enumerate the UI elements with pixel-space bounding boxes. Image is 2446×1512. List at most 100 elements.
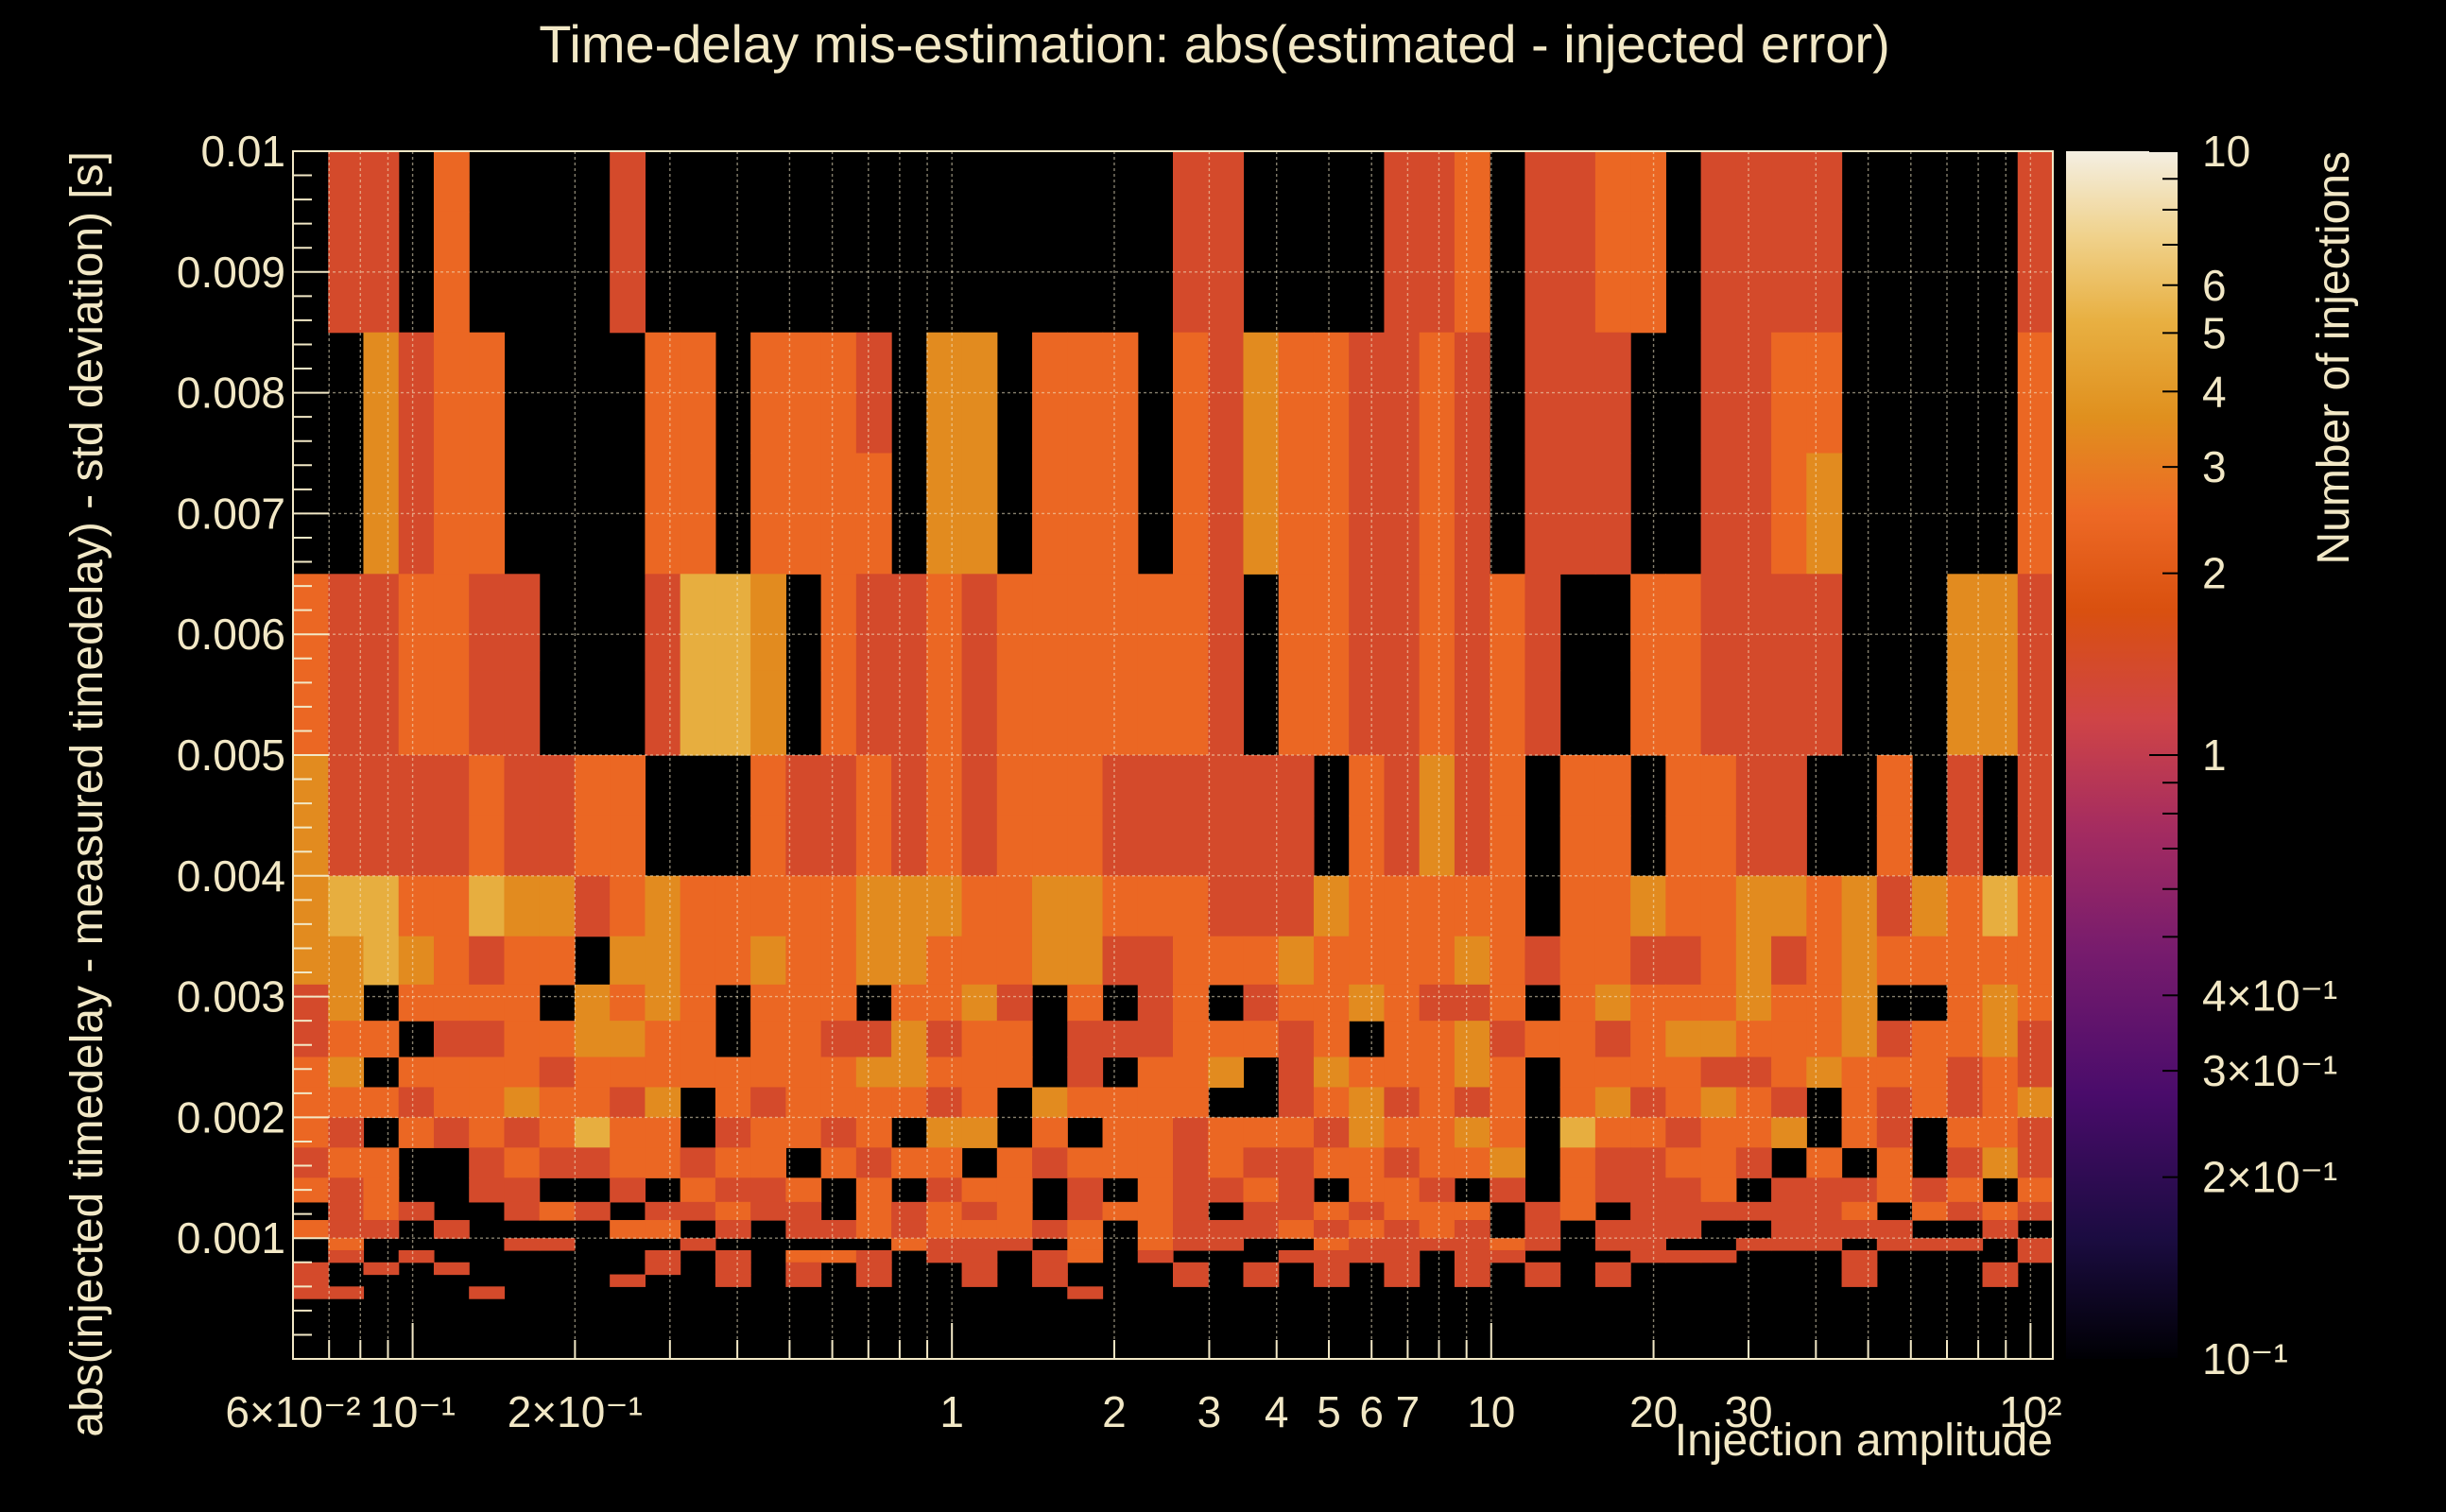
heatmap-cell	[610, 815, 646, 877]
heatmap-cell	[1665, 815, 1702, 877]
heatmap-cell	[1559, 1201, 1596, 1221]
heatmap-cell	[610, 1087, 646, 1118]
heatmap-cell	[891, 1057, 927, 1089]
heatmap-cell	[1419, 1201, 1456, 1221]
heatmap-cell	[820, 936, 857, 986]
heatmap-cell	[1876, 875, 1913, 937]
heatmap-cell	[1490, 1117, 1525, 1148]
heatmap-cell	[961, 1201, 998, 1221]
heatmap-cell	[293, 1057, 329, 1089]
heatmap-cell	[680, 875, 716, 937]
heatmap-cell	[574, 1021, 611, 1058]
heatmap-cell	[1947, 1238, 1984, 1251]
heatmap-cell	[1982, 875, 2019, 937]
heatmap-cell	[1419, 1238, 1456, 1251]
heatmap-cell	[1594, 755, 1631, 816]
heatmap-cell	[645, 936, 681, 986]
heatmap-cell	[680, 1238, 716, 1251]
heatmap-cell	[1384, 936, 1421, 986]
heatmap-cell	[1243, 332, 1280, 455]
heatmap-cell	[1384, 1057, 1421, 1089]
heatmap-cell	[1771, 1021, 1807, 1058]
heatmap-cell	[1454, 815, 1490, 877]
heatmap-cell	[1806, 1057, 1843, 1089]
heatmap-cell	[1524, 670, 1561, 756]
heatmap-cell	[328, 815, 365, 877]
heatmap-cell	[1982, 1262, 2019, 1276]
heatmap-cell	[293, 875, 329, 937]
heatmap-cell	[1947, 1117, 1984, 1148]
heatmap-cell	[1524, 1238, 1561, 1251]
heatmap-cell	[1771, 1057, 1807, 1089]
heatmap-cell	[785, 1201, 822, 1221]
heatmap-cell	[645, 984, 681, 1022]
x-tick-label: 2	[1102, 1387, 1127, 1436]
heatmap-cell	[996, 875, 1033, 937]
heatmap-cell	[1735, 1117, 1772, 1148]
heatmap-cell	[1137, 1220, 1174, 1239]
heatmap-cell	[1278, 984, 1315, 1022]
heatmap-cell	[680, 670, 716, 756]
heatmap-cell	[469, 936, 506, 986]
heatmap-cell	[1419, 211, 1456, 334]
heatmap-cell	[750, 936, 786, 986]
heatmap-cell	[1313, 1021, 1350, 1058]
heatmap-cell	[926, 1147, 963, 1178]
heatmap-cell	[645, 1262, 681, 1276]
heatmap-cell	[1841, 1262, 1878, 1276]
heatmap-cell	[1419, 453, 1456, 575]
heatmap-cell	[961, 1117, 998, 1148]
heatmap-cell	[539, 1147, 576, 1178]
heatmap-cell	[750, 875, 786, 937]
heatmap-cell	[328, 1147, 365, 1178]
heatmap-cell	[1700, 1177, 1737, 1203]
heatmap-cell	[820, 1057, 857, 1089]
heatmap-cell	[926, 1021, 963, 1058]
heatmap-cell	[1278, 1220, 1315, 1239]
heatmap-cell	[1806, 1201, 1843, 1221]
heatmap-cell	[1665, 670, 1702, 756]
heatmap-cell	[1771, 936, 1807, 986]
heatmap-cell	[891, 1087, 927, 1118]
heatmap-cell	[1384, 1262, 1421, 1276]
heatmap-cell	[1032, 1117, 1068, 1148]
heatmap-cell	[891, 574, 927, 672]
heatmap-cell	[1665, 574, 1702, 672]
heatmap-cell	[1384, 815, 1421, 877]
heatmap-cell	[891, 815, 927, 877]
heatmap-cell	[750, 1177, 786, 1203]
heatmap-cell	[610, 1220, 646, 1239]
heatmap-cell	[1313, 1117, 1350, 1148]
heatmap-cell	[610, 151, 646, 213]
heatmap-cell	[1208, 151, 1245, 213]
heatmap-cell	[363, 1087, 400, 1118]
heatmap-cell	[1032, 1220, 1068, 1239]
heatmap-cell	[328, 936, 365, 986]
heatmap-cell	[855, 1117, 892, 1148]
heatmap-cell	[1490, 1087, 1525, 1118]
heatmap-cell	[1771, 1177, 1807, 1203]
heatmap-cell	[1982, 1201, 2019, 1221]
heatmap-cell	[1137, 1201, 1174, 1221]
heatmap-cell	[1700, 1117, 1737, 1148]
heatmap-cell	[1982, 1220, 2019, 1239]
heatmap-cell	[1137, 574, 1174, 672]
heatmap-cell	[855, 670, 892, 756]
heatmap-cell	[1173, 670, 1209, 756]
heatmap-cell	[1912, 1087, 1948, 1118]
x-tick-label: 7	[1396, 1387, 1421, 1436]
heatmap-cell	[469, 1177, 506, 1203]
heatmap-cell	[398, 1057, 435, 1089]
heatmap-cell	[1876, 1087, 1913, 1118]
heatmap-cell	[961, 984, 998, 1022]
heatmap-cell	[1173, 1117, 1209, 1148]
heatmap-cell	[1630, 1117, 1666, 1148]
heatmap-cell	[2017, 670, 2054, 756]
heatmap-cell	[1594, 875, 1631, 937]
heatmap-cell	[1912, 1177, 1948, 1203]
heatmap-cell	[961, 815, 998, 877]
heatmap-cell	[1278, 815, 1315, 877]
heatmap-cell	[328, 755, 365, 816]
heatmap-cell	[469, 755, 506, 816]
heatmap-cell	[891, 1220, 927, 1239]
